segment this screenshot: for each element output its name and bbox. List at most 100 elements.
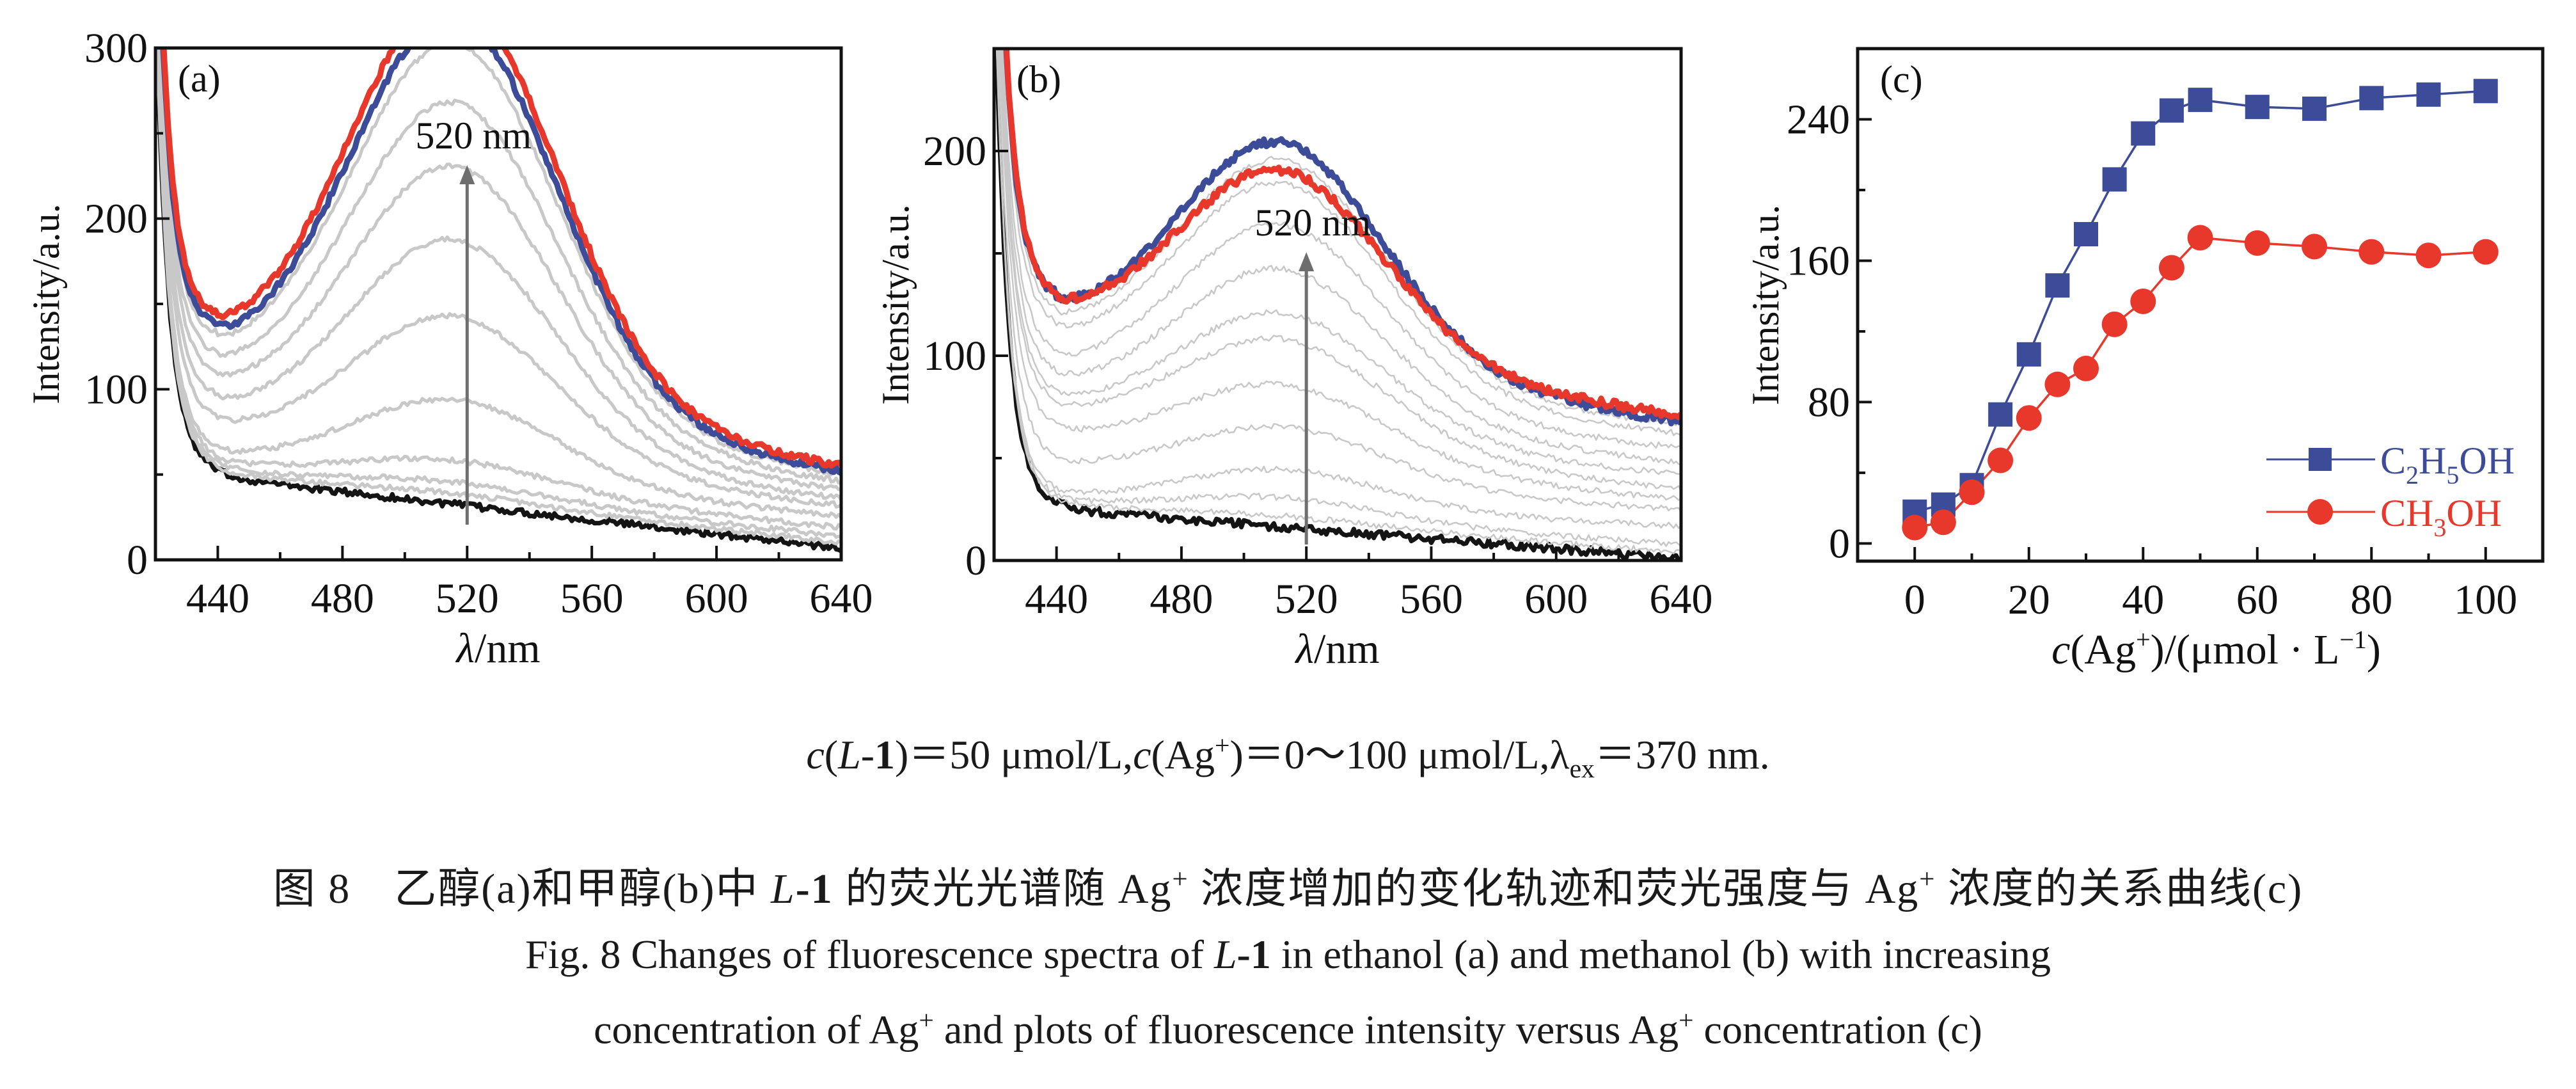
legend-square-marker-icon [2309, 448, 2332, 471]
spectrum-curve-gray [1000, 49, 1681, 475]
panel-b-x-tick-label: 560 [1400, 576, 1463, 623]
panel-a-y-tick-label: 300 [84, 25, 148, 72]
legend-label-ethanol: C2H5OH [2380, 440, 2515, 489]
panel-b-y-tick-label: 200 [923, 128, 986, 175]
panel-c-x-ticks: 0 20 40 60 80 100 [1856, 547, 2544, 623]
spectrum-curve-gray [995, 49, 1681, 548]
caption-cn-suffix: 浓度的关系曲线(c) [1936, 866, 2303, 912]
caption-cn-compound-num: -1 [795, 866, 834, 912]
caption-en-prefix: Fig. 8 Changes of fluorescence spectra o… [525, 932, 1214, 977]
panel-a-x-tick-label: 640 [810, 575, 873, 622]
panel-c-y-ticks: 0 80 160 240 [1787, 47, 1872, 567]
panel-b-x-ticks: 440 480 520 560 600 640 [993, 546, 1713, 623]
spectrum-curve-gray [1001, 49, 1681, 466]
cond-c: c [806, 732, 825, 777]
cond-ag: (Ag [1151, 732, 1215, 777]
panel-a-x-tick-label: 520 [436, 575, 499, 622]
arrow-head-icon [459, 165, 475, 184]
data-point-circle-CH3OH [2073, 355, 2099, 381]
data-point-square-C2H5OH [2102, 167, 2127, 192]
panel-c-y-tick-label: 0 [1829, 520, 1850, 567]
data-point-circle-CH3OH [2472, 239, 2499, 265]
caption-en-sup1: + [919, 1005, 934, 1035]
panel-c-label: (c) [1880, 58, 1923, 100]
spectrum-curve-gray [155, 48, 841, 531]
data-point-square-C2H5OH [2045, 273, 2070, 298]
spectrum-curve-gray [1000, 49, 1681, 492]
spectrum-curve-gray [155, 48, 841, 540]
data-point-square-C2H5OH [2245, 95, 2270, 120]
spectrum-curve-red [1003, 49, 1681, 420]
legend-item-ethanol: C2H5OH [2266, 440, 2515, 489]
caption-english-line-1: Fig. 8 Changes of fluorescence spectra o… [0, 931, 2576, 978]
panel-c-series-lines [1914, 90, 2486, 529]
cond-1: 1 [874, 732, 895, 777]
legend-ethanol-oh: OH [2459, 440, 2515, 482]
panel-a-x-ticks: 440 480 520 560 600 640 [154, 546, 873, 622]
panel-b-y-tick-label: 100 [923, 333, 986, 379]
cond-ag-charge: + [1215, 730, 1230, 760]
panel-c-x-axis-label-part: (Ag [2070, 626, 2136, 673]
spectrum-curve-blue [160, 48, 841, 476]
panel-b-annotation-520nm: 520 nm [1254, 202, 1371, 244]
cond-ligand-conc: )＝50 μmol/L, [895, 732, 1134, 777]
panel-b-y-ticks: 0 100 200 [923, 47, 1008, 584]
panel-a-curves [155, 48, 841, 553]
caption-cn-middle2: 浓度增加的变化轨迹和荧光强度与 Ag [1189, 866, 1920, 912]
cond-c2: c [1133, 732, 1151, 777]
panel-a-label: (a) [178, 58, 221, 100]
caption-cn-prefix: 图 8 乙醇(a)和甲醇(b)中 [273, 866, 771, 912]
caption-en-line2-middle: and plots of fluorescence intensity vers… [933, 1006, 1679, 1053]
panel-a-arrow-520nm [459, 165, 475, 525]
legend-methanol-ch: CH [2380, 492, 2433, 534]
cond-dash: - [860, 732, 874, 777]
panel-c-x-axis-label: c(Ag+)/(μmol · L−1) [2051, 625, 2381, 673]
legend-ethanol-sub2: 2 [2406, 461, 2419, 489]
panel-c-x-axis-label-sup2: −1 [2339, 625, 2367, 654]
legend-ethanol-h: H [2419, 440, 2446, 482]
caption-cn-compound-L: L [771, 866, 796, 912]
data-point-square-C2H5OH [2302, 96, 2327, 121]
data-point-circle-CH3OH [2244, 230, 2270, 256]
panel-c-markers [1902, 79, 2499, 541]
spectrum-curve-red [161, 48, 841, 469]
caption-en-compound-L: L [1213, 932, 1237, 977]
legend-circle-marker-icon [2307, 499, 2333, 525]
panel-b-x-tick-label: 440 [1025, 576, 1088, 623]
panel-b-spectra-methanol: 440 480 520 560 600 640 0 100 200 (b) 520 nm λ/… [874, 47, 1713, 672]
series-line-CH3OH [1914, 236, 2486, 529]
panel-b-y-axis-label: Intensity/a.u. [874, 204, 917, 404]
data-point-circle-CH3OH [1987, 447, 2014, 473]
series-line-C2H5OH [1914, 90, 2486, 513]
panel-c-y-tick-label: 240 [1787, 96, 1850, 143]
spectrum-curve-black [994, 49, 1681, 560]
panel-c-x-axis-label-sup: + [2136, 625, 2151, 654]
panel-b-x-axis-label-unit: /nm [1314, 626, 1380, 672]
panel-b-curves [994, 49, 1681, 560]
panel-b-x-tick-label: 520 [1275, 576, 1338, 623]
data-point-circle-CH3OH [2044, 371, 2071, 397]
legend-methanol-oh: OH [2446, 492, 2502, 534]
spectrum-curve-gray [997, 49, 1681, 513]
panel-b-x-tick-label: 480 [1150, 576, 1213, 623]
panel-a-y-axis-label: Intensity/a.u. [25, 203, 67, 404]
panel-a-x-axis-label-unit: /nm [475, 625, 541, 672]
panel-c-x-tick-label: 80 [2350, 576, 2392, 623]
spectrum-curve-gray [999, 49, 1681, 501]
caption-chinese: 图 8 乙醇(a)和甲醇(b)中 L-1 的荧光光谱随 Ag+ 浓度增加的变化轨… [0, 854, 2576, 916]
caption-english-line-2: concentration of Ag+ and plots of fluore… [0, 1005, 2576, 1053]
cond-ex: ex [1569, 753, 1595, 783]
data-point-square-C2H5OH [2188, 88, 2213, 113]
panel-c-x-axis-label-unit: )/(μmol · L [2151, 626, 2340, 673]
data-point-square-C2H5OH [2016, 342, 2041, 367]
spectrum-curve-gray [161, 48, 841, 477]
data-point-circle-CH3OH [2415, 242, 2442, 269]
data-point-circle-CH3OH [2302, 234, 2327, 260]
data-point-square-C2H5OH [1988, 402, 2013, 427]
spectrum-curve-gray [1002, 49, 1681, 449]
data-point-square-C2H5OH [2416, 82, 2441, 107]
data-point-circle-CH3OH [2187, 225, 2213, 251]
spectrum-curve-gray [1003, 49, 1681, 436]
panel-b-x-tick-label: 600 [1524, 576, 1588, 623]
